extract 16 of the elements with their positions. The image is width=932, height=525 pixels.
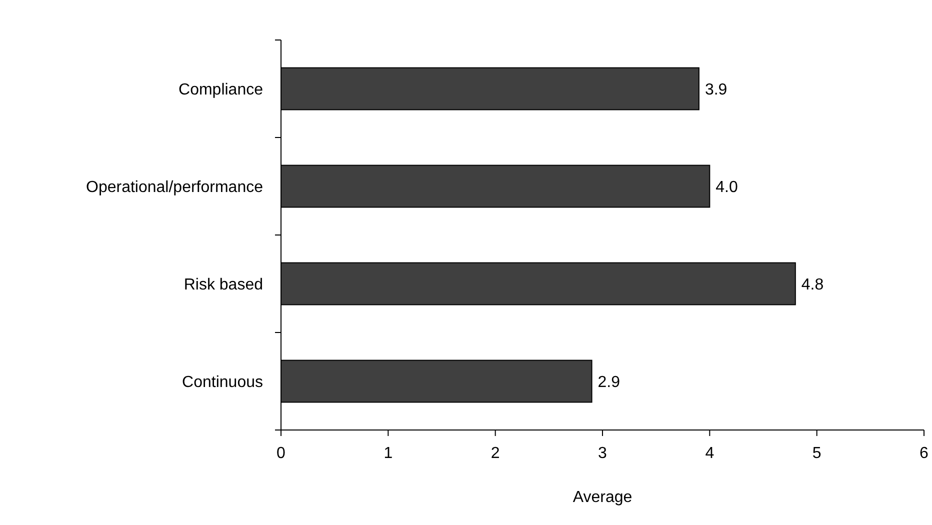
x-tick-label: 0 bbox=[276, 445, 286, 462]
x-tick-label: 2 bbox=[490, 445, 500, 462]
x-axis-title: Average bbox=[572, 489, 632, 506]
x-tick-label: 3 bbox=[598, 445, 608, 462]
y-tick-label: Compliance bbox=[178, 81, 264, 98]
y-tick-label: Risk based bbox=[184, 276, 263, 294]
y-tick-label: Operational/performance bbox=[86, 178, 264, 196]
x-tick-label: 1 bbox=[384, 445, 393, 462]
data-label: 3.9 bbox=[704, 81, 728, 98]
data-label: 2.9 bbox=[598, 374, 620, 391]
x-tick-label: 6 bbox=[920, 445, 929, 462]
data-label: 4.0 bbox=[716, 178, 738, 196]
x-tick-label: 5 bbox=[812, 445, 822, 462]
data-label: 4.8 bbox=[801, 276, 824, 294]
x-tick-label: 4 bbox=[705, 445, 714, 462]
y-tick-label: Continuous bbox=[182, 374, 263, 391]
